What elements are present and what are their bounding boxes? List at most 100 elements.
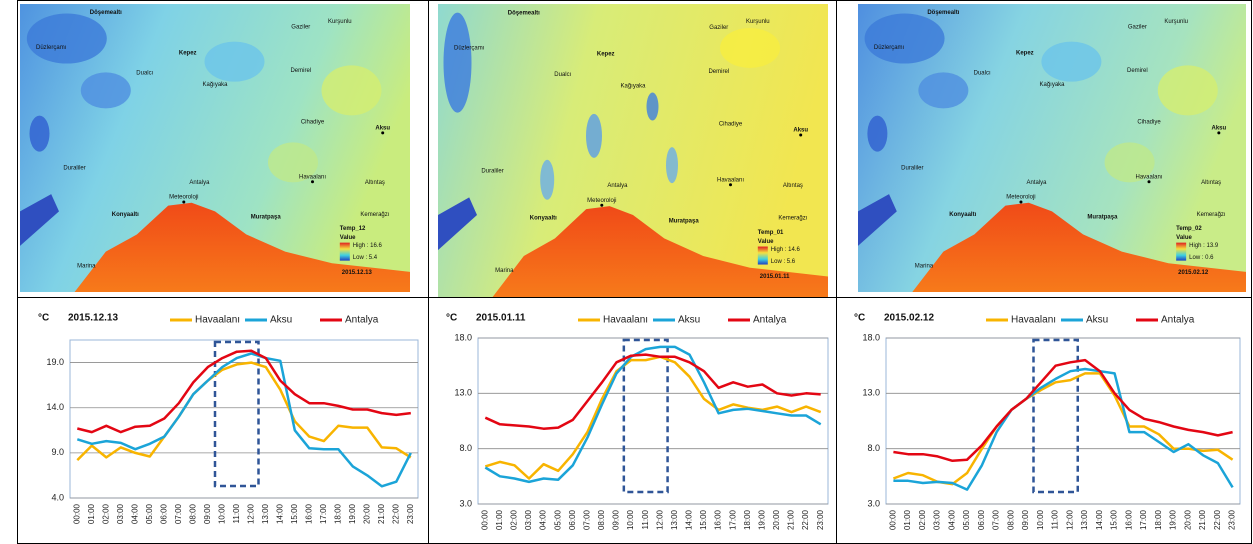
- map-place-label: Aksu: [375, 125, 390, 131]
- map-place-label: Meteoroloji: [587, 198, 616, 204]
- x-tick-label: 03:00: [116, 503, 125, 524]
- map-legend-value: Value: [340, 235, 356, 241]
- chart: 3.0 8.0 13.0 18.0 00:00 01:00 02:00 03:00 04:00 0…: [446, 313, 829, 530]
- map-patch: [1041, 41, 1102, 82]
- series-line: [893, 358, 1233, 463]
- map-legend-high: High : 16.6: [353, 243, 383, 249]
- map-patch: [268, 142, 318, 183]
- x-tick-label: 03:00: [524, 509, 533, 530]
- y-tick-label: 8.0: [867, 443, 880, 453]
- x-tick-label: 14:00: [1095, 509, 1104, 530]
- x-tick-label: 10:00: [217, 503, 226, 524]
- x-tick-label: 20:00: [1183, 509, 1192, 530]
- map-place-label: Havaalanı: [299, 174, 326, 180]
- map-place-label: Duraliler: [63, 166, 85, 172]
- y-tick-label: 14.0: [46, 402, 64, 412]
- legend-label: Antalya: [1161, 315, 1195, 326]
- x-tick-label: 12:00: [1065, 509, 1074, 530]
- map-place-label: Dualcı: [974, 71, 991, 77]
- x-tick-label: 15:00: [699, 509, 708, 530]
- map-place-label: Düzlerçamı: [36, 45, 67, 51]
- x-tick-label: 17:00: [728, 509, 737, 530]
- x-tick-label: 09:00: [612, 509, 621, 530]
- x-tick-label: 14:00: [685, 509, 694, 530]
- map-place-label: Meteoroloji: [1006, 195, 1035, 201]
- map-place-label: Marina: [77, 264, 96, 270]
- map-place-label: Antalya: [189, 180, 210, 186]
- map-legend-ramp: [339, 242, 350, 261]
- map-place-label: Aksu: [1212, 125, 1227, 131]
- x-tick-label: 04:00: [539, 509, 548, 530]
- map-place-label: Duraliler: [481, 169, 503, 175]
- x-tick-label: 13:00: [1080, 509, 1089, 530]
- chart: 4.0 9.0 14.0 19.0 00:00 01:00 02:00 03:00 04:00 0…: [38, 313, 419, 524]
- x-tick-label: 07:00: [582, 509, 591, 530]
- unit-label: °C: [854, 313, 865, 324]
- y-tick-label: 19.0: [46, 357, 64, 367]
- map-place-label: Kepez: [1016, 51, 1034, 57]
- map-patch: [586, 113, 602, 158]
- map-place-label: Marina: [495, 268, 514, 274]
- x-tick-label: 16:00: [1124, 509, 1133, 530]
- x-tick-label: 19:00: [1169, 509, 1178, 530]
- map-sea-west: [20, 194, 59, 246]
- x-tick-label: 05:00: [145, 503, 154, 524]
- map-legend-low: Low : 5.4: [353, 255, 378, 261]
- map-point: [182, 200, 186, 204]
- map-patch: [443, 12, 472, 113]
- x-tick-label: 15:00: [1110, 509, 1119, 530]
- map-place-label: Kemerağzı: [360, 212, 389, 218]
- map-sea: [912, 202, 1246, 292]
- legend-label: Aksu: [678, 315, 700, 326]
- x-tick-label: 05:00: [553, 509, 562, 530]
- y-tick-label: 4.0: [51, 492, 64, 502]
- map-point: [1019, 200, 1023, 204]
- y-tick-label: 9.0: [51, 447, 64, 457]
- map-patch: [29, 115, 50, 152]
- map: Döşemealtı Kurşunlu Gaziler Kepez Demirel Düz…: [858, 4, 1246, 292]
- legend-label: Aksu: [270, 315, 292, 326]
- legend-label: Antalya: [753, 315, 787, 326]
- x-tick-label: 18:00: [333, 503, 342, 524]
- legend-label: Havaalanı: [1011, 315, 1056, 326]
- map-sea-west: [438, 197, 477, 251]
- x-tick-label: 01:00: [495, 509, 504, 530]
- x-tick-label: 20:00: [362, 503, 371, 524]
- map-point: [1147, 180, 1151, 184]
- series-line: [484, 345, 822, 484]
- map-place-label: Kağıyaka: [202, 82, 228, 88]
- map-point: [729, 183, 732, 187]
- map-patch: [918, 72, 969, 109]
- x-tick-label: 21:00: [1198, 509, 1207, 530]
- map-patch: [1157, 65, 1218, 116]
- map-place-label: Kurşunlu: [328, 19, 352, 25]
- plot-area: [477, 337, 829, 505]
- x-tick-label: 06:00: [568, 509, 577, 530]
- map: Döşemealtı Kurşunlu Gaziler Kepez Demirel Düz…: [20, 4, 410, 292]
- map-place-label: Antalya: [1026, 180, 1047, 186]
- x-tick-label: 15:00: [290, 503, 299, 524]
- map-place-label: Marina: [915, 264, 934, 270]
- map-patch: [720, 27, 780, 68]
- map: Döşemealtı Kurşunlu Gaziler Kepez Demirel Düz…: [438, 4, 828, 297]
- map-place-label: Dualcı: [554, 72, 571, 78]
- map-date: 2015.02.12: [1178, 270, 1209, 276]
- map-place-label: Cihadiye: [301, 120, 325, 126]
- map-place-label: Dualcı: [136, 71, 153, 77]
- map-place-label: Konyaaltı: [530, 215, 557, 221]
- chart-title: 2015.12.13: [68, 313, 118, 324]
- map-place-label: Düzlerçamı: [874, 45, 905, 51]
- x-tick-label: 08:00: [597, 509, 606, 530]
- map-point: [311, 180, 314, 184]
- x-tick-label: 22:00: [801, 509, 810, 530]
- x-tick-label: 12:00: [655, 509, 664, 530]
- map-place-label: Demirel: [290, 68, 311, 74]
- x-tick-label: 00:00: [72, 503, 81, 524]
- map-patch: [80, 72, 131, 109]
- map-place-label: Kepez: [597, 51, 615, 57]
- x-tick-label: 07:00: [992, 509, 1001, 530]
- map-place-label: Cihadiye: [1137, 120, 1161, 126]
- map-place-label: Havaalanı: [1135, 174, 1162, 180]
